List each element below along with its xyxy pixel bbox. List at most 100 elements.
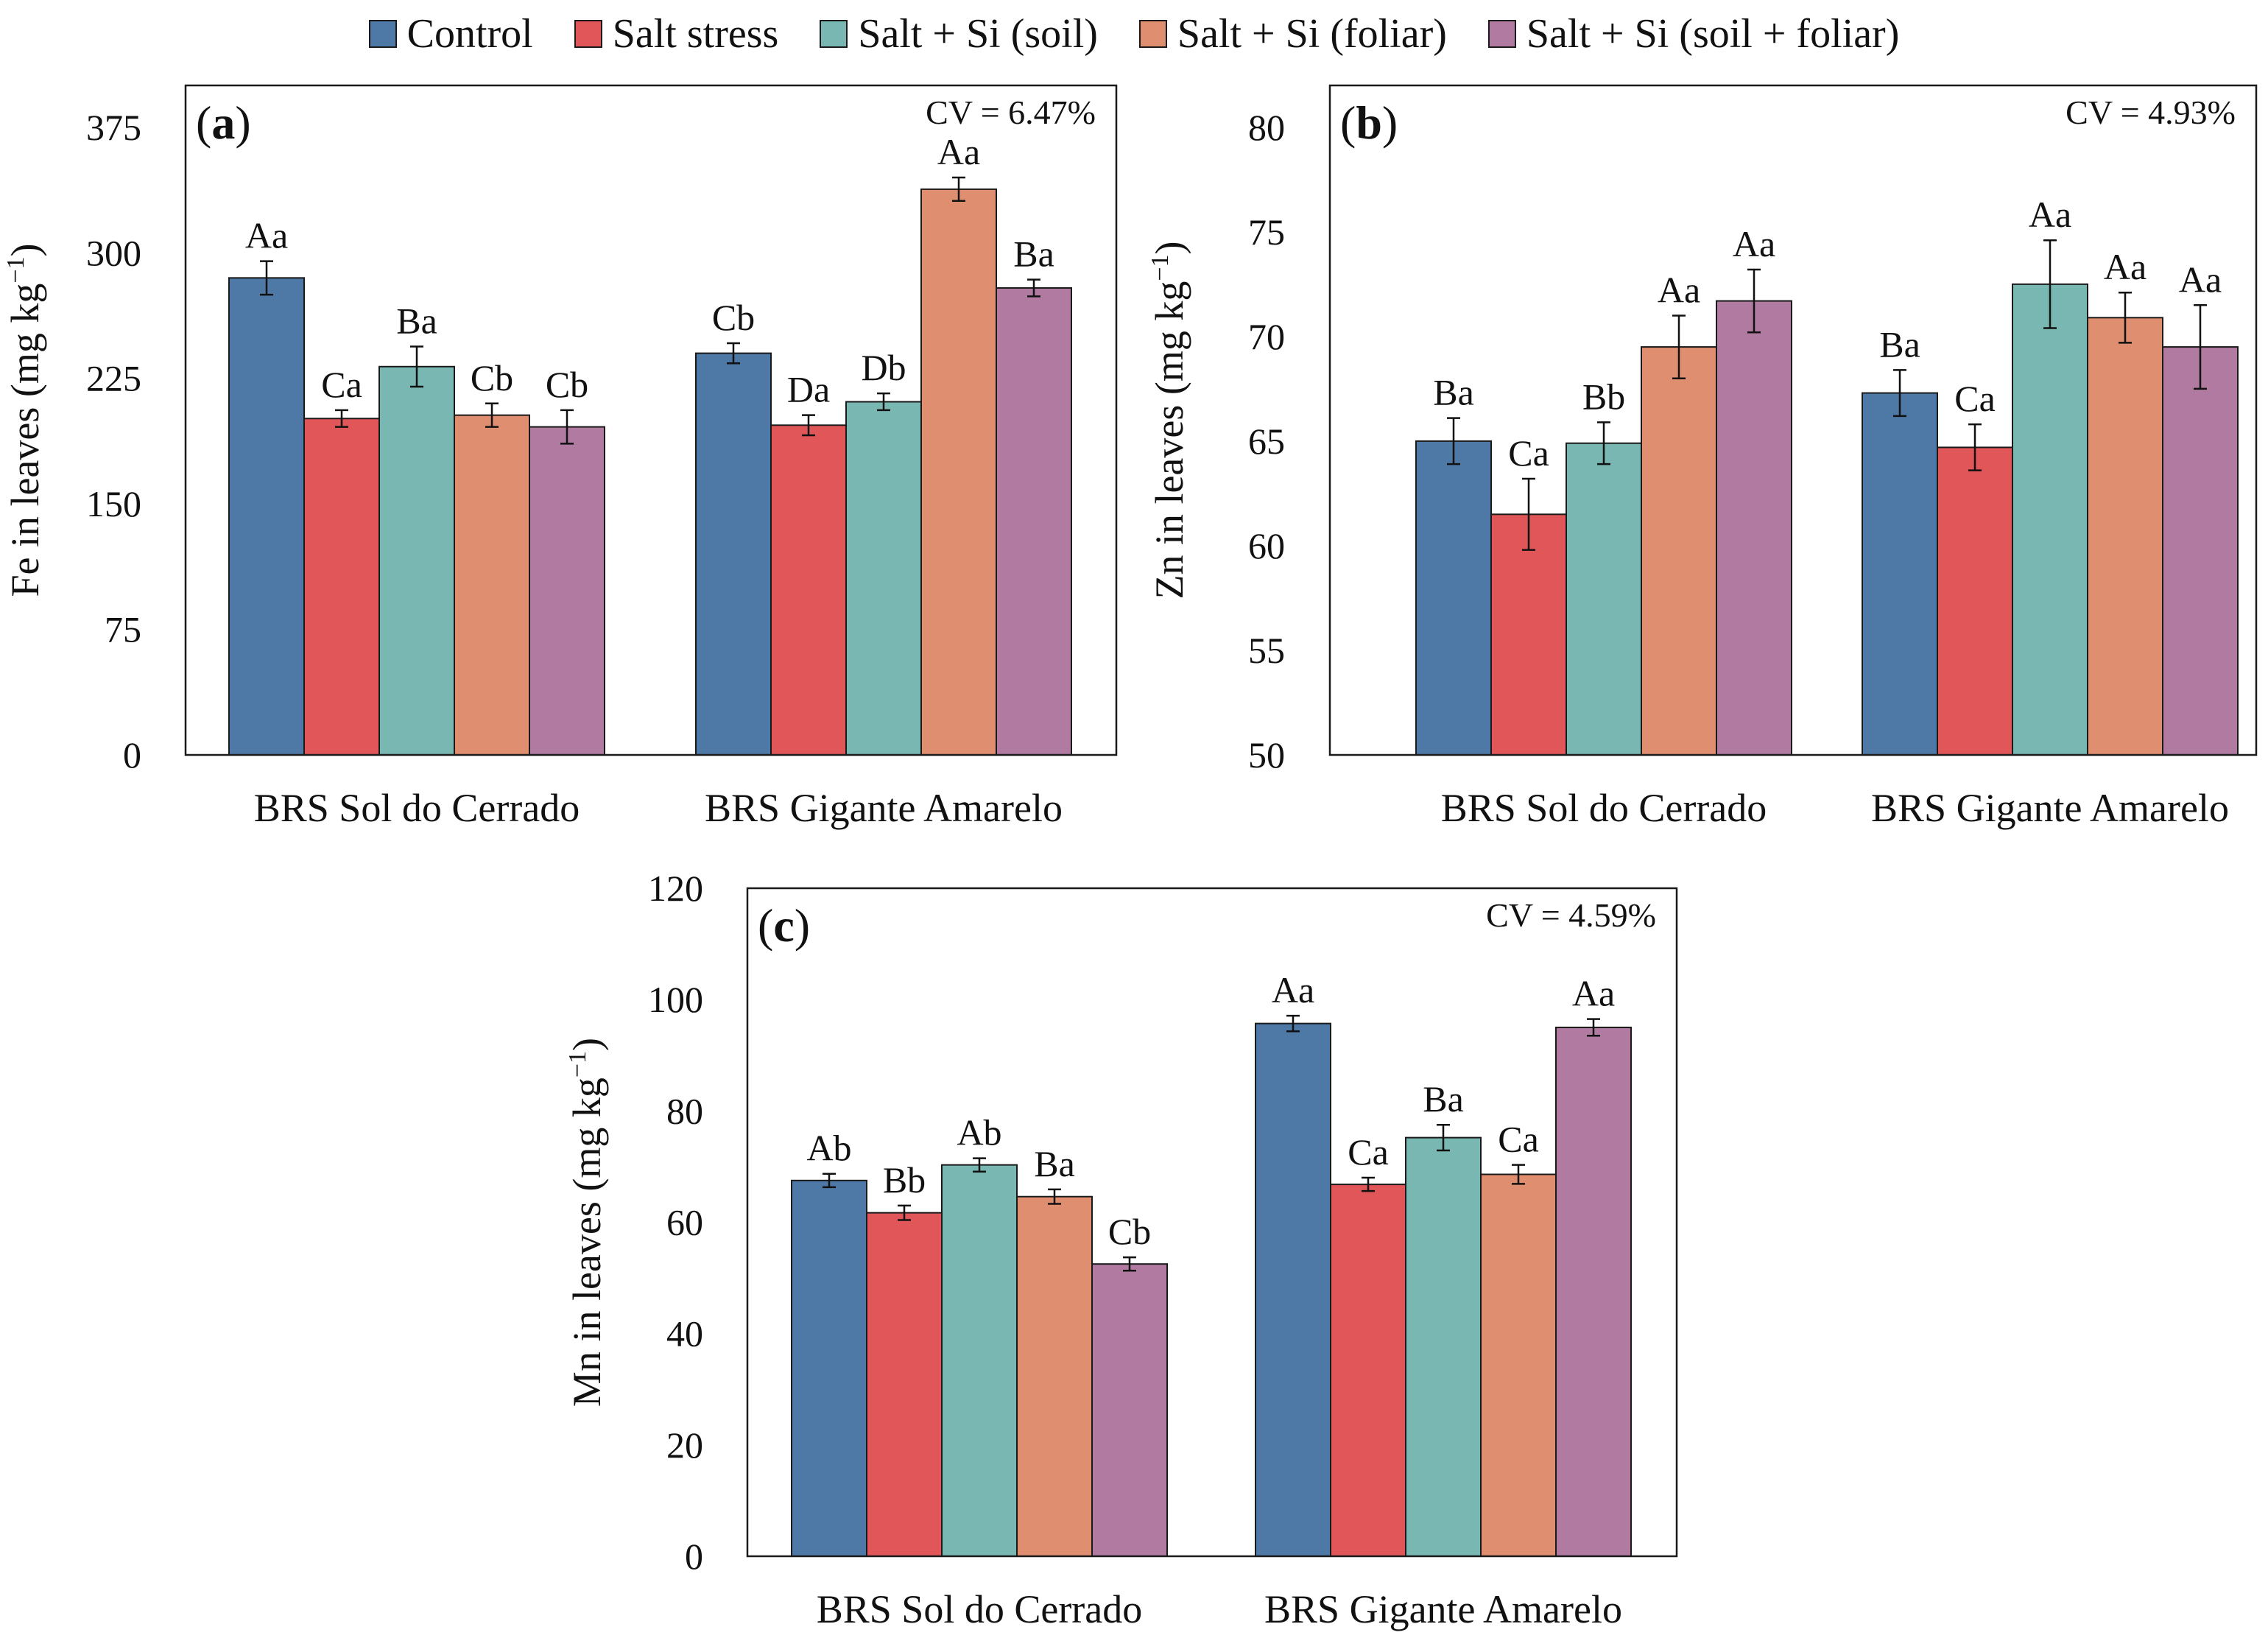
y-axis-label: Mn in leaves (mg kg−1): [564, 1038, 609, 1407]
bar: [1091, 1263, 1168, 1557]
panel-label-part: c: [773, 899, 794, 952]
y-axis-label-end: ): [1147, 241, 1191, 254]
plot-frame: [184, 84, 1118, 756]
significance-letter: Ab: [806, 1128, 851, 1169]
y-axis-label: Zn in leaves (mg kg−1): [1147, 241, 1191, 599]
significance-letter: Ba: [1879, 323, 1920, 365]
significance-letter: Ca: [1508, 432, 1549, 474]
x-category-label: BRS Sol do Cerrado: [254, 786, 580, 830]
panel-label: (c): [758, 899, 810, 952]
bar: [695, 352, 772, 756]
panel-label-part: (: [196, 96, 211, 149]
panel-label: (b): [1340, 96, 1398, 149]
significance-letter: Bb: [883, 1159, 926, 1201]
bar: [941, 1164, 1018, 1557]
y-tick-label: 40: [666, 1313, 703, 1354]
significance-letter: Aa: [1572, 973, 1615, 1014]
bar: [1480, 1173, 1557, 1557]
y-tick-label: 225: [86, 358, 141, 399]
panel-label-part: ): [235, 96, 250, 149]
bar: [1862, 392, 1938, 756]
y-axis-label: Fe in leaves (mg kg−1): [2, 243, 47, 597]
bar: [529, 426, 605, 756]
significance-letter: Ba: [396, 300, 437, 342]
y-tick-label: 150: [86, 483, 141, 524]
bar: [1716, 300, 1792, 756]
y-tick-label: 375: [86, 107, 141, 148]
y-tick-label: 120: [648, 868, 703, 909]
bar: [2087, 317, 2163, 756]
plot-frame: [1328, 84, 2258, 756]
bar: [920, 188, 997, 756]
y-tick-label: 55: [1248, 630, 1285, 671]
significance-letter: Aa: [2029, 194, 2071, 235]
y-tick-label: 0: [685, 1536, 703, 1577]
y-tick-label: 65: [1248, 421, 1285, 462]
bar: [1566, 442, 1642, 756]
significance-letter: Ca: [1348, 1131, 1389, 1173]
bar: [1405, 1136, 1482, 1557]
significance-letter: Cb: [712, 297, 755, 338]
y-axis-label-superscript: −1: [1147, 254, 1174, 281]
x-category-label: BRS Sol do Cerrado: [1441, 786, 1767, 830]
significance-letter: Ba: [1433, 372, 1474, 413]
x-category-label: BRS Gigante Amarelo: [1264, 1587, 1622, 1631]
significance-letter: Cb: [1108, 1211, 1151, 1252]
legend-label-control: Control: [406, 11, 533, 57]
significance-letter: Ba: [1034, 1143, 1075, 1184]
chart-panel-b: Ba Ba Ca Ca Bb Aa Aa Aa Aa Aa 50 55 60 65 70 75 80 BRS So…: [1147, 84, 2258, 830]
legend-item-salt-si-foliar: Salt + Si (foliar): [1138, 10, 1447, 57]
y-tick-label: 70: [1248, 316, 1285, 357]
legend-item-salt-si-soil: Salt + Si (soil): [820, 10, 1098, 57]
panel-label-part: ): [1382, 96, 1398, 149]
legend-item-salt-si-soil-foliar: Salt + Si (soil + foliar): [1487, 10, 1899, 57]
significance-letter: Ab: [957, 1112, 1001, 1153]
legend-swatch-control: [368, 20, 397, 48]
bar: [454, 414, 530, 756]
bar: [228, 277, 305, 756]
significance-letter: Aa: [1733, 223, 1775, 264]
significance-letter: Db: [861, 347, 906, 388]
bar: [1641, 346, 1717, 756]
significance-letter: Aa: [2104, 246, 2146, 287]
bar: [996, 287, 1072, 756]
y-axis-label-end: ): [3, 243, 47, 256]
legend-label-salt-stress: Salt stress: [612, 11, 779, 57]
significance-letter: Aa: [1658, 269, 1700, 310]
significance-letter: Aa: [2179, 259, 2222, 300]
chart-panel-a: Aa Cb Ca Da Ba Db Cb Aa Cb Ba 0 75 150 225 300 375 BRS S…: [2, 84, 1118, 830]
legend-swatch-salt-si-soil: [820, 20, 848, 48]
y-tick-label: 300: [86, 232, 141, 273]
y-tick-label: 75: [105, 609, 141, 650]
y-axis-label-superscript: −1: [2, 256, 29, 283]
significance-letter: Ba: [1423, 1078, 1464, 1120]
legend-label-salt-si-foliar: Salt + Si (foliar): [1177, 11, 1447, 57]
y-tick-label: 75: [1248, 211, 1285, 253]
bar: [1937, 446, 2013, 756]
significance-letter: Ca: [1498, 1119, 1539, 1160]
y-tick-label: 60: [666, 1202, 703, 1243]
cv-annotation: CV = 4.59%: [1486, 896, 1656, 934]
panel-label-part: b: [1356, 96, 1382, 149]
significance-letter: Ba: [1013, 233, 1054, 275]
y-axis-label-superscript: −1: [564, 1051, 591, 1078]
bar: [1016, 1195, 1093, 1558]
bar: [1490, 513, 1567, 756]
bar: [770, 424, 847, 756]
chart-panel-c: Ab Aa Bb Ca Ab Ba Ba Ca Cb Aa 0 20 40 60 80 100 120 BRS S…: [564, 868, 1678, 1631]
bar: [2012, 283, 2088, 756]
legend-item-control: Control: [368, 10, 533, 57]
bar: [791, 1179, 867, 1557]
bar: [866, 1212, 943, 1558]
plot-frame: [746, 887, 1678, 1558]
significance-letter: Da: [787, 369, 830, 410]
significance-letter: Aa: [245, 215, 288, 256]
panel-label-part: (: [1340, 96, 1356, 149]
legend-item-salt-stress: Salt stress: [574, 10, 779, 57]
bar: [1255, 1022, 1331, 1557]
significance-letter: Ca: [321, 364, 362, 405]
significance-letter: Aa: [937, 131, 980, 172]
bar: [1415, 440, 1492, 756]
panel-label-part: a: [211, 96, 235, 149]
